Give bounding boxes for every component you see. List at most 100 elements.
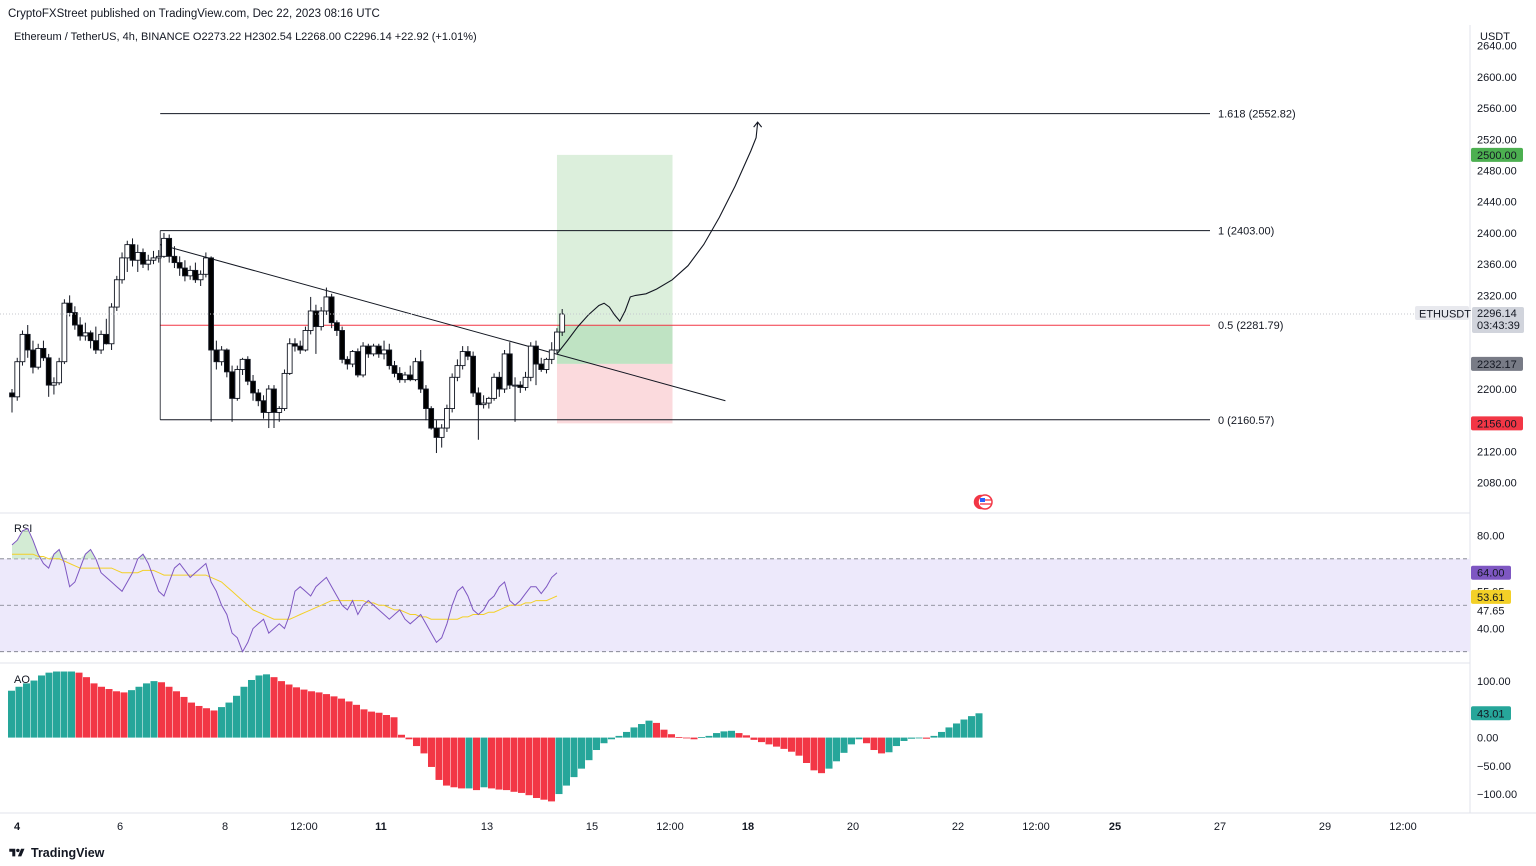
candle xyxy=(381,349,387,355)
price-label: 2232.17 xyxy=(1477,359,1517,371)
ao-bar xyxy=(338,698,345,738)
ao-bar xyxy=(968,716,975,738)
ao-bar xyxy=(8,690,15,738)
ao-bar xyxy=(248,679,255,738)
ao-bar xyxy=(818,737,825,774)
ao-bar xyxy=(930,735,938,738)
candle xyxy=(475,392,482,406)
ao-bar xyxy=(683,737,690,739)
ao-bar xyxy=(503,737,510,791)
chart-frame[interactable]: Ethereum / TetherUS, 4h, BINANCE O2273.2… xyxy=(0,25,1536,841)
candle xyxy=(271,388,277,413)
ao-bar xyxy=(375,712,383,738)
ao-bar xyxy=(855,737,863,740)
ao-bar xyxy=(795,737,803,756)
candle xyxy=(386,349,393,367)
time-axis[interactable]: 4 6 8 12:00 11 13 15 12:00 18 20 22 12:00 25 27 29 12:0… xyxy=(14,821,1417,833)
candle xyxy=(19,333,26,363)
price-label: 2500.00 xyxy=(1477,150,1517,162)
candle xyxy=(239,358,246,370)
candle xyxy=(150,257,157,261)
time-label: 27 xyxy=(1214,821,1226,833)
projection-path xyxy=(556,121,763,355)
ao-bar xyxy=(885,737,893,753)
candle xyxy=(292,343,298,347)
candle xyxy=(187,269,194,277)
ao-bar xyxy=(405,737,413,740)
candle xyxy=(72,312,78,326)
last-price-label-bg xyxy=(1472,306,1524,333)
candle xyxy=(51,382,57,386)
candle xyxy=(119,257,125,281)
candle xyxy=(297,345,304,351)
footer-brand-text: TradingView xyxy=(31,846,105,860)
candle xyxy=(470,355,476,394)
currency-label: USDT xyxy=(1480,31,1510,43)
ao-bar xyxy=(675,737,683,738)
tradingview-brand[interactable]: TradingView xyxy=(8,843,104,863)
candle xyxy=(459,351,466,367)
ao-bar xyxy=(788,737,795,752)
candle xyxy=(182,267,188,277)
candle xyxy=(260,400,267,413)
ao-bar xyxy=(668,734,675,738)
candle xyxy=(108,306,115,345)
rsi-label-bg xyxy=(1471,589,1511,604)
ao-bar xyxy=(143,683,150,738)
price-tick: 2480.00 xyxy=(1477,165,1517,177)
ao-bar xyxy=(743,735,750,738)
rsi-tick: 40.00 xyxy=(1477,623,1505,635)
descending-trendline xyxy=(160,244,726,402)
ao-bar xyxy=(765,737,773,745)
ao-bar xyxy=(53,671,60,738)
candle xyxy=(407,374,414,381)
ao-label-bg xyxy=(1471,706,1511,721)
time-label: 12:00 xyxy=(1022,821,1050,833)
ao-bar xyxy=(98,686,105,738)
ao-bar xyxy=(623,731,630,738)
time-label: 15 xyxy=(586,821,598,833)
candle xyxy=(491,376,497,399)
ao-bar xyxy=(480,737,488,788)
us-flag-event-icon[interactable] xyxy=(972,493,993,511)
time-label: 8 xyxy=(222,821,228,833)
ao-bar xyxy=(758,737,765,743)
ao-title: AO xyxy=(14,674,30,686)
ao-bar xyxy=(518,737,525,793)
candle xyxy=(87,332,94,342)
candle xyxy=(360,345,366,376)
target-zone xyxy=(556,154,673,326)
candle xyxy=(161,237,167,257)
ao-bar xyxy=(878,737,885,754)
candle xyxy=(45,357,52,386)
ao-bar xyxy=(608,737,615,740)
ao-bar xyxy=(615,735,623,738)
candle xyxy=(501,353,508,390)
candle xyxy=(412,361,419,381)
candle xyxy=(66,302,73,313)
ao-bar xyxy=(510,737,518,792)
price-tick: 2320.00 xyxy=(1477,290,1517,302)
ao-bar xyxy=(750,737,758,740)
ao-bar xyxy=(195,705,203,738)
ao-bar xyxy=(75,672,83,738)
price-tick: 2600.00 xyxy=(1477,72,1517,84)
symbol-tag-bg xyxy=(1415,305,1469,320)
ao-bar xyxy=(660,729,668,738)
ao-bar xyxy=(533,737,540,799)
ao-bar xyxy=(330,696,338,738)
projection-line xyxy=(556,122,759,355)
ao-bar xyxy=(840,737,848,753)
price-tick: 2640.00 xyxy=(1477,41,1517,53)
last-price-label: 2296.14 xyxy=(1477,308,1517,320)
time-label: 12:00 xyxy=(1389,821,1417,833)
ao-bar xyxy=(653,722,660,738)
candle xyxy=(302,330,309,351)
price-tick: 2120.00 xyxy=(1477,446,1517,458)
ao-bar xyxy=(270,677,278,738)
price-axis[interactable]: 2640.00 2600.00 2560.00 2520.00 2480.00 2440.… xyxy=(1471,41,1523,490)
ao-bar xyxy=(960,719,968,738)
ao-bar xyxy=(90,683,98,738)
candle xyxy=(98,333,104,351)
candle xyxy=(265,388,272,413)
